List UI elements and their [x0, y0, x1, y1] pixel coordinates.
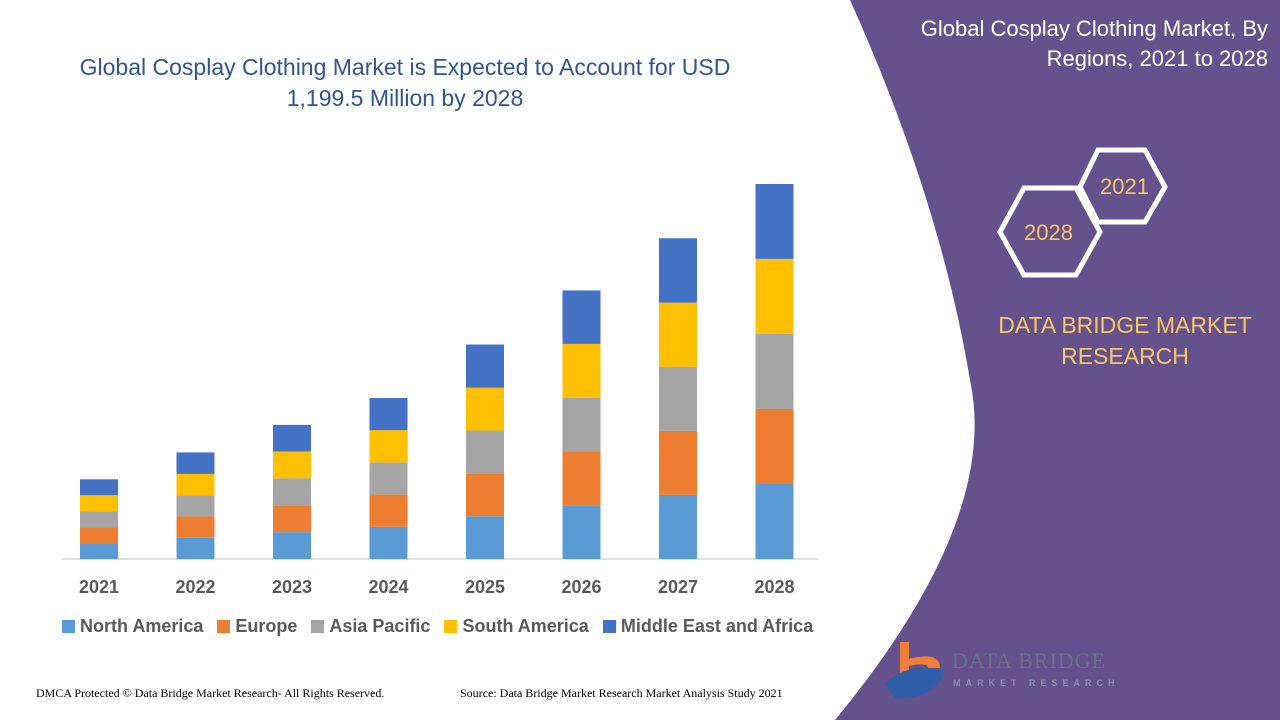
bar-2024-middle-east-and-africa — [369, 397, 408, 431]
logo-sub: MARKET RESEARCH — [953, 678, 1120, 688]
bar-2022-middle-east-and-africa — [176, 452, 215, 474]
x-tick-labels: 2021 2022 2023 2024 2025 2026 2027 2028 — [79, 577, 795, 597]
bar-2022-asia-pacific — [176, 495, 215, 517]
x-tick-2026: 2026 — [561, 577, 601, 597]
hex-label-2028: 2028 — [1024, 220, 1073, 245]
x-tick-2024: 2024 — [368, 577, 408, 597]
bar-2026-north-america — [562, 505, 601, 559]
logo-name: DATA BRIDGE — [952, 648, 1107, 673]
hex-label-2021: 2021 — [1100, 174, 1149, 199]
legend-label: Asia Pacific — [329, 616, 431, 636]
footer-copyright: DMCA Protected © Data Bridge Market Rese… — [36, 686, 385, 700]
legend-swatch — [602, 620, 616, 633]
bar-2026-asia-pacific — [562, 397, 601, 452]
bar-2025-europe — [466, 473, 504, 517]
bar-2021-north-america — [80, 543, 118, 559]
bar-2027-south-america — [659, 302, 697, 367]
x-tick-2028: 2028 — [754, 577, 794, 597]
logo-icon — [885, 642, 945, 699]
chart-title: Global Cosplay Clothing Market is Expect… — [79, 54, 731, 111]
legend-swatch — [311, 620, 325, 633]
bar-2028-middle-east-and-africa — [755, 184, 794, 259]
bar-2025-north-america — [466, 516, 504, 559]
legend-item: South America — [444, 616, 589, 637]
hexagon-2028 — [997, 185, 1103, 278]
bar-2023-middle-east-and-africa — [273, 424, 311, 452]
panel-title: Global Cosplay Clothing Market, By Regio… — [920, 16, 1268, 71]
brand-text: DATA BRIDGE MARKET RESEARCH — [998, 312, 1252, 369]
legend-swatch — [217, 620, 231, 633]
bar-2023-europe — [273, 505, 311, 533]
bar-2028-europe — [755, 408, 794, 484]
x-tick-2022: 2022 — [175, 577, 215, 597]
x-tick-2027: 2027 — [658, 577, 698, 597]
bar-2022-europe — [176, 516, 215, 538]
bar-2027-europe — [659, 430, 697, 495]
right-panel — [835, 0, 1280, 720]
legend: North America Europe Asia Pacific South Ame… — [62, 616, 813, 637]
bar-2025-middle-east-and-africa — [466, 344, 504, 388]
bar-2024-asia-pacific — [369, 462, 408, 495]
bar-2021-europe — [80, 527, 118, 544]
bar-2023-north-america — [273, 532, 311, 559]
bar-2021-middle-east-and-africa — [80, 479, 118, 496]
bar-2025-south-america — [466, 387, 504, 431]
x-tick-2021: 2021 — [79, 577, 119, 597]
bar-2022-north-america — [176, 537, 215, 559]
bar-2023-south-america — [273, 451, 311, 479]
bar-2026-middle-east-and-africa — [562, 290, 601, 344]
bar-2028-asia-pacific — [755, 333, 794, 409]
bar-2025-asia-pacific — [466, 430, 504, 474]
bar-2028-south-america — [755, 258, 794, 334]
bar-2026-europe — [562, 451, 601, 506]
legend-swatch — [444, 620, 458, 633]
bar-2024-europe — [369, 494, 408, 527]
bar-2024-north-america — [369, 526, 408, 559]
bar-2022-south-america — [176, 473, 215, 496]
bar-2023-asia-pacific — [273, 478, 311, 506]
bar-2021-asia-pacific — [80, 511, 118, 528]
bar-2027-asia-pacific — [659, 366, 697, 431]
bar-2028-north-america — [755, 483, 794, 559]
footer-source: Source: Data Bridge Market Research Mark… — [460, 686, 783, 700]
legend-label: South America — [462, 616, 589, 636]
legend-item: Middle East and Africa — [602, 616, 814, 637]
bar-2027-middle-east-and-africa — [659, 238, 697, 303]
x-tick-2025: 2025 — [465, 577, 505, 597]
bar-2021-south-america — [80, 495, 118, 512]
legend-swatch — [62, 620, 75, 633]
legend-label: North America — [80, 616, 204, 636]
legend-item: Asia Pacific — [311, 616, 430, 637]
legend-label: Middle East and Africa — [620, 616, 814, 636]
legend-item: Europe — [217, 616, 297, 637]
bars — [80, 184, 794, 559]
bar-2027-north-america — [659, 494, 697, 559]
legend-label: Europe — [235, 616, 298, 636]
bar-2026-south-america — [562, 343, 601, 398]
legend-item: North America — [62, 616, 203, 637]
x-tick-2023: 2023 — [272, 577, 312, 597]
bar-2024-south-america — [369, 430, 408, 463]
hexagon-2021 — [1077, 147, 1168, 225]
